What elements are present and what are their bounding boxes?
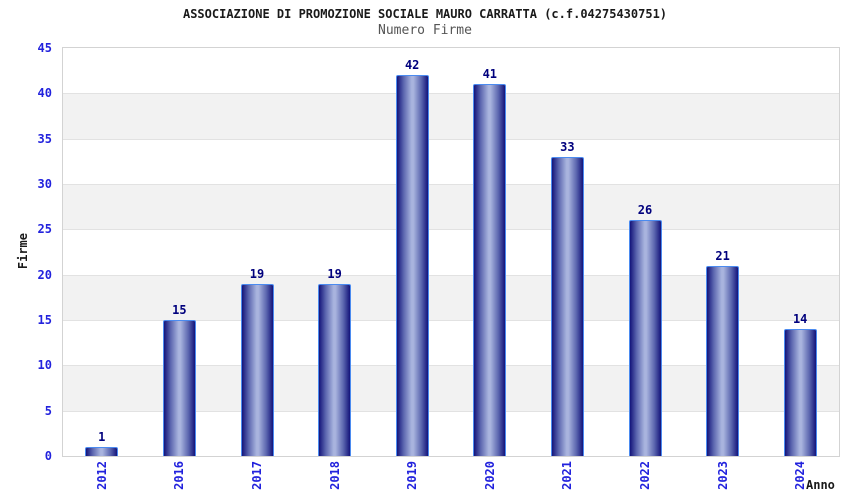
x-tick-label: 2018 (325, 461, 345, 490)
y-tick-label: 45 (37, 41, 52, 55)
y-tick-label: 40 (37, 86, 52, 101)
gridline (63, 184, 839, 185)
bar-value-label: 26 (637, 203, 653, 218)
gridline (63, 320, 839, 321)
x-tick-text: 2023 (715, 461, 730, 490)
chart-subtitle: Numero Firme (378, 23, 472, 38)
x-tick-text: 2021 (560, 461, 575, 490)
bar (473, 84, 507, 456)
plot-area: 1 15 19 19 42 41 33 26 21 14 (62, 47, 840, 457)
bar (628, 220, 662, 456)
bar (240, 283, 274, 456)
y-tick-label: 30 (37, 177, 52, 191)
y-tick-label: 20 (37, 267, 52, 282)
y-tick-label: 35 (37, 131, 52, 146)
x-tick-text: 2022 (638, 461, 652, 490)
x-tick-label: 2019 (402, 461, 422, 490)
y-tick-label: 10 (37, 358, 52, 373)
gridline (63, 275, 839, 276)
y-tick-label: 0 (44, 449, 52, 463)
x-tick-text: 2016 (172, 461, 187, 490)
bar-value-label: 41 (482, 67, 498, 82)
bar-value-label: 33 (560, 139, 575, 154)
bar (395, 75, 429, 456)
x-tick-text: 2020 (482, 461, 497, 490)
bar (85, 446, 119, 456)
bar-value-label: 42 (404, 58, 420, 73)
y-tick-label: 25 (37, 222, 52, 237)
bar (550, 156, 584, 456)
x-tick-label: 2017 (247, 461, 267, 490)
bar-value-label: 21 (715, 248, 730, 263)
gridline (63, 139, 839, 140)
gridline (63, 365, 839, 366)
x-tick-text: 2018 (327, 461, 342, 490)
bar (783, 329, 817, 456)
x-tick-text: 2017 (250, 461, 264, 490)
gridline (63, 229, 839, 230)
gridline (63, 93, 839, 94)
bar-value-label: 15 (172, 303, 187, 317)
y-tick-label: 5 (44, 403, 52, 418)
x-tick-label: 2022 (635, 461, 655, 490)
x-tick-label: 2012 (92, 461, 112, 490)
bar-value-label: 1 (98, 429, 106, 444)
y-tick-label: 15 (37, 313, 52, 327)
gridline (63, 411, 839, 412)
background-band (63, 93, 839, 139)
x-tick-text: 2012 (94, 461, 109, 490)
bar-value-label: 14 (792, 312, 808, 327)
x-tick-label: 2020 (480, 461, 500, 490)
y-axis-title: Firme (16, 233, 30, 270)
bar-value-label: 19 (249, 266, 265, 281)
background-band (63, 184, 839, 230)
x-tick-text: 2019 (405, 461, 420, 490)
bar-value-label: 19 (327, 266, 342, 281)
bar (318, 283, 352, 456)
bar (162, 320, 196, 456)
x-tick-label: 2016 (169, 461, 189, 490)
bar (706, 265, 740, 456)
chart-title: ASSOCIAZIONE DI PROMOZIONE SOCIALE MAURO… (182, 7, 668, 21)
x-tick-label: 2023 (713, 461, 733, 490)
x-tick-label: 2021 (557, 461, 577, 490)
x-axis-title: Anno (806, 478, 835, 492)
